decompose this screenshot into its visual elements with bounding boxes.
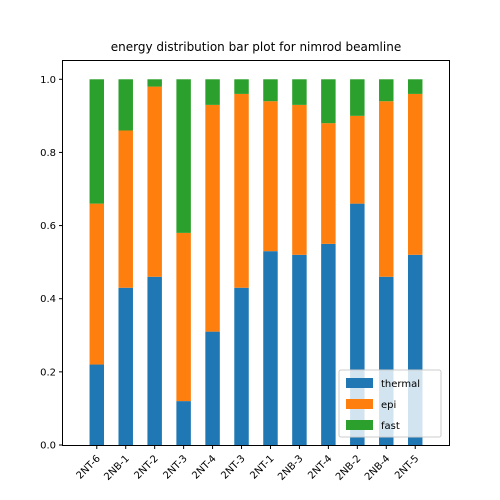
bar-fast-1 <box>118 79 133 131</box>
y-tick-label-3: 0.6 <box>40 221 56 232</box>
bar-epi-6 <box>263 101 278 252</box>
bar-thermal-3 <box>176 401 191 445</box>
bar-thermal-2 <box>147 276 162 445</box>
chart-title: energy distribution bar plot for nimrod … <box>111 40 401 54</box>
bar-fast-11 <box>407 79 423 94</box>
bar-epi-9 <box>350 115 365 204</box>
y-tick-label-1: 0.2 <box>40 367 56 378</box>
bar-thermal-7 <box>292 254 307 445</box>
y-axis: 0.0 0.2 0.4 0.6 0.8 1.0 <box>40 75 63 452</box>
legend-swatch-fast <box>346 420 373 430</box>
y-tick-label-0: 0.0 <box>40 441 56 452</box>
legend-label-epi: epi <box>381 400 396 411</box>
bar-thermal-1 <box>118 287 133 445</box>
bar-fast-5 <box>234 79 249 94</box>
bar-fast-6 <box>263 79 278 102</box>
bar-fast-8 <box>321 79 336 124</box>
legend-swatch-thermal <box>346 378 373 388</box>
bar-fast-10 <box>379 79 394 102</box>
bar-fast-7 <box>292 79 307 105</box>
bar-fast-0 <box>89 79 105 204</box>
bar-epi-10 <box>379 101 394 277</box>
bar-fast-3 <box>176 79 191 233</box>
bar-fast-9 <box>350 79 365 116</box>
y-tick-label-4: 0.8 <box>40 148 56 159</box>
legend: thermal epi fast <box>338 369 442 438</box>
legend-label-thermal: thermal <box>381 379 420 390</box>
y-tick-label-5: 1.0 <box>40 75 56 86</box>
plot-frame <box>62 60 450 446</box>
bar-thermal-8 <box>321 243 336 445</box>
bar-epi-3 <box>176 232 191 402</box>
legend-label-fast: fast <box>381 421 400 432</box>
bar-epi-4 <box>205 104 220 332</box>
bars-group <box>89 79 423 445</box>
legend-swatch-epi <box>346 399 373 409</box>
bar-epi-5 <box>234 93 249 288</box>
bar-epi-1 <box>118 130 133 288</box>
bar-thermal-6 <box>263 251 278 445</box>
y-tick-label-2: 0.4 <box>40 294 56 305</box>
bar-thermal-4 <box>205 331 220 445</box>
bar-thermal-5 <box>234 287 249 445</box>
bar-fast-4 <box>205 79 220 105</box>
bar-epi-11 <box>407 93 423 255</box>
bar-epi-8 <box>321 123 336 244</box>
bar-epi-0 <box>89 203 105 365</box>
bar-fast-2 <box>147 79 162 87</box>
bar-epi-7 <box>292 104 307 255</box>
bar-epi-2 <box>147 86 162 277</box>
bar-thermal-0 <box>89 364 105 445</box>
